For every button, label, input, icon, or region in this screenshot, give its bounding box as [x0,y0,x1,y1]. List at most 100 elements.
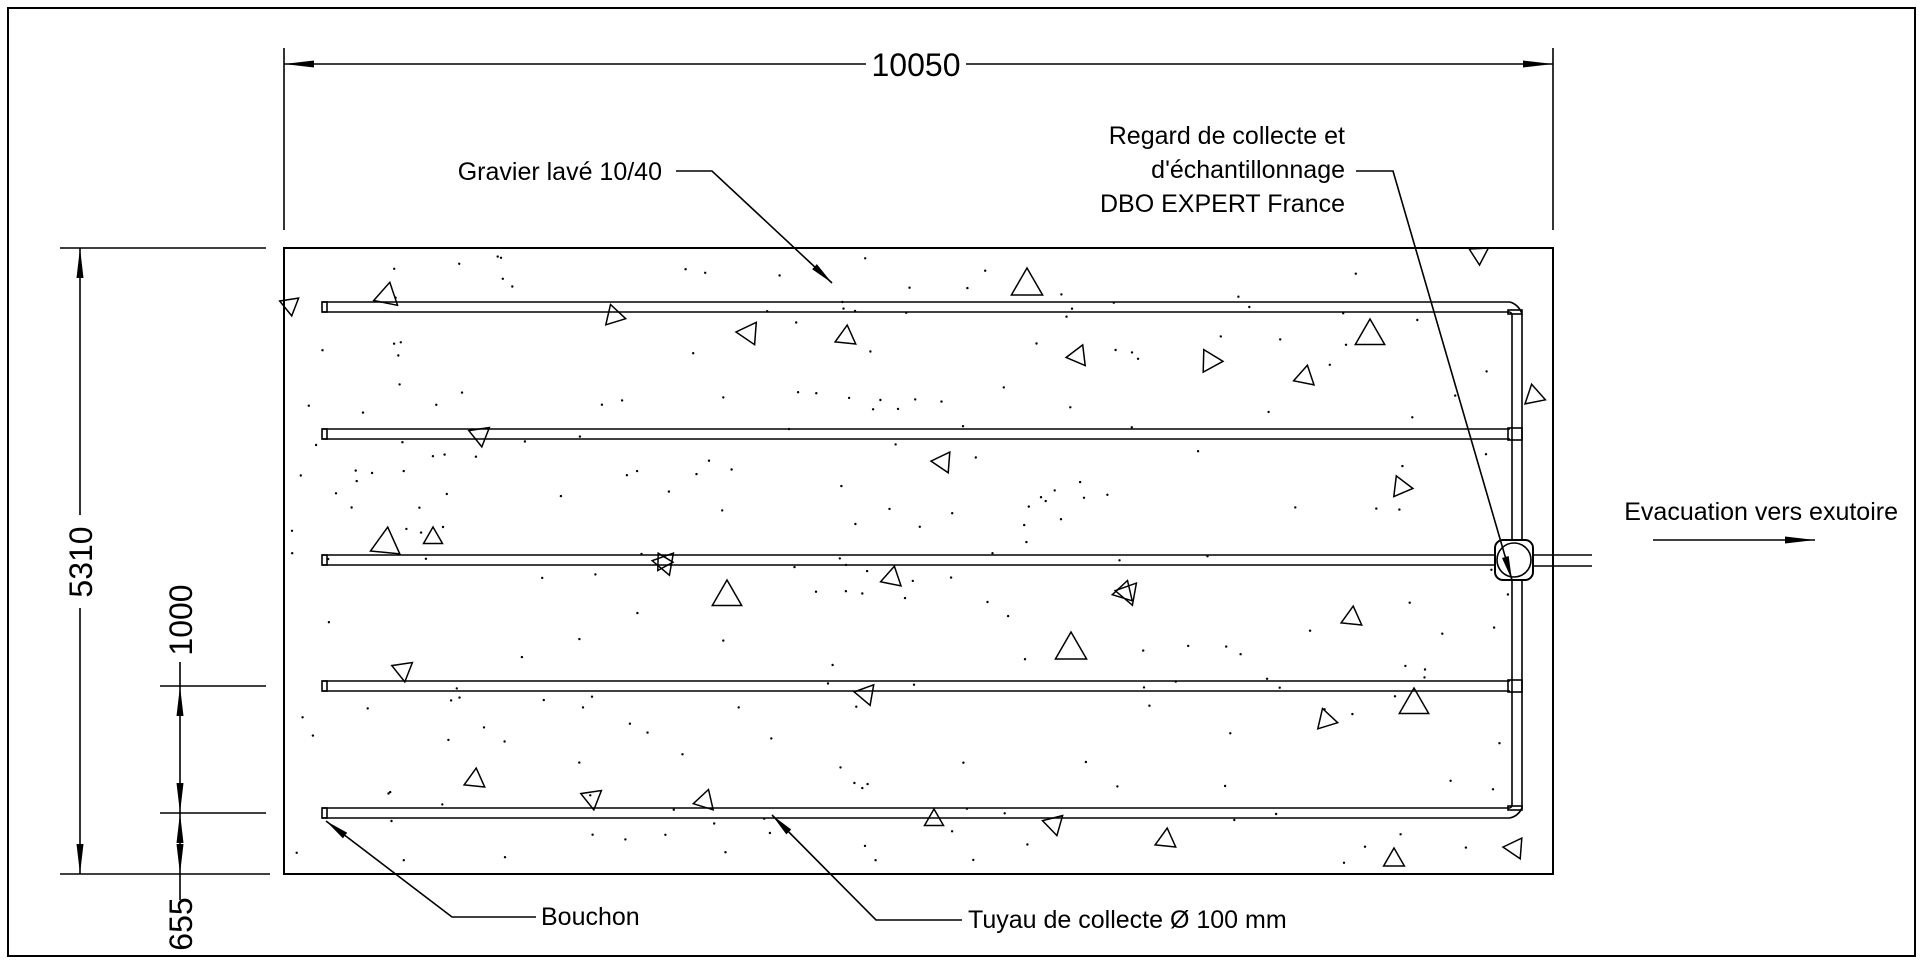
gravel-aggregate-stone [1110,579,1134,602]
gravel-aggregate-speck [840,484,843,488]
gravel-aggregate-speck [402,469,405,473]
gravel-aggregate-speck [1248,305,1251,309]
gravel-aggregate-stone [929,450,951,475]
gravel-aggregate-speck [594,573,597,576]
gravel-aggregate-speck [1498,742,1501,745]
gravel-aggregate-speck [424,557,428,560]
gravel-aggregate-speck [1404,664,1407,668]
gravel-aggregate-speck [1344,343,1348,346]
gravel-aggregate-speck [695,472,698,476]
gravel-aggregate-speck [578,435,582,438]
collection-pipe [322,807,1510,819]
gravel-aggregate-speck [839,766,842,769]
gravel-aggregate-speck [1148,704,1151,707]
gravel-aggregate-speck [861,592,864,595]
gravel-aggregate-stone [1010,266,1044,296]
gravel-aggregate-speck [842,307,845,310]
gravel-aggregate-speck [861,786,864,790]
gravel-aggregate-speck [991,552,994,555]
gravel-aggregate-speck [600,403,604,406]
gravel-aggregate-speck [949,576,953,579]
gravel-aggregate-speck [1116,785,1119,788]
gravel-aggregate-speck [591,833,594,836]
gravel-aggregate-speck [350,506,353,509]
gravel-aggregate-speck [624,838,627,841]
gravel-aggregate-stone [579,789,603,812]
gravel-aggregate-speck [441,525,445,529]
gravel-aggregate-speck [401,441,404,444]
gravel-aggregate-speck [1070,307,1074,310]
gravel-aggregate-speck [503,740,506,743]
gravel-aggregate-speck [966,286,969,290]
collection-pipe [322,301,1510,313]
gravel-aggregate-speck [1265,677,1269,680]
pipe-label: Tuyau de collecte Ø 100 mm [968,906,1287,934]
gravel-aggregate-speck [455,687,458,690]
gravel-aggregate-speck [559,494,563,498]
gravel-aggregate-speck [815,392,818,395]
gravel-aggregate-speck [1060,293,1063,296]
gravel-aggregate-speck [1053,489,1056,492]
gravel-aggregate-speck [866,782,869,786]
gravel-aggregate-speck [1351,712,1354,716]
gravel-aggregate-speck [474,455,478,458]
gravel-aggregate-speck [1454,394,1457,397]
gravel-aggregate-speck [1491,788,1495,791]
gravel-aggregate-speck [1065,315,1068,318]
outlet-label: Evacuation vers exutoire [1624,498,1898,526]
gravel-aggregate-speck [458,262,461,265]
spacing-dimension: 1000 [160,584,266,814]
gravel-aggregate-stone [1523,382,1547,405]
gravel-aggregate-speck [737,706,740,709]
gravel-aggregate-speck [1506,593,1510,596]
gravel-aggregate-speck [914,398,917,401]
gravel-aggregate-speck [625,474,629,477]
gravel-aggregate-speck [918,525,921,528]
gravel-aggregate-speck [778,274,781,277]
gravel-aggregate-speck [950,830,954,833]
gravel-aggregate-speck [664,833,667,836]
gravel-aggregate-speck [1219,335,1223,338]
gravel-aggregate-speck [307,404,310,407]
gravel-aggregate-speck [961,425,965,428]
gravel-aggregate-speck [1006,614,1010,618]
gravel-aggregate-speck [578,637,581,641]
gravel-aggregate-speck [445,492,448,496]
gravel-aggregate-speck [542,698,545,702]
gravel-aggregate-speck [911,579,914,583]
gravel-aggregate-speck [393,267,396,270]
gravel-aggregate-speck [681,753,684,756]
gravel-aggregate-stone [1382,846,1406,867]
gravel-aggregate-speck [894,443,897,446]
gravel-aggregate-speck [684,268,687,271]
sheet-border [7,7,1916,957]
width-dimension: 5310 [60,247,270,875]
gravel-aggregate-stone [390,661,414,684]
gravel-aggregate-speck [874,859,877,862]
gravel-aggregate-speck [986,600,989,604]
gravel-aggregate-speck [458,696,461,699]
gravel-aggregate-speck [1027,505,1031,508]
gravel-aggregate-speck [1484,453,1488,456]
gravel-aggregate-speck [865,569,869,573]
gravel-aggregate-stone [1501,836,1523,861]
gravel-aggregate-speck [1035,342,1038,345]
gravel-aggregate-speck [1233,818,1236,822]
gravel-aggregate-speck [1342,861,1346,864]
gravel-aggregate-speck [724,851,727,854]
gravel-aggregate-speck [431,455,435,458]
gravel-aggregate-speck [713,822,716,825]
gravel-bed [283,247,1554,875]
gravel-aggregate-speck [366,707,369,710]
gravel-aggregate-speck [397,354,400,357]
manhole-label-line1: Regard de collecte et [1109,122,1345,150]
gravel-aggregate-speck [370,471,374,475]
gravel-aggregate-stone [1054,630,1088,660]
gravel-aggregate-speck [1328,363,1332,366]
gravel-aggregate-speck [838,557,841,560]
outlet-callout: Evacuation vers exutoire [1624,498,1898,544]
gravel-aggregate-speck [1492,626,1496,629]
gravel-aggregate-speck [984,269,987,272]
gravel-aggregate-speck [1375,507,1378,510]
